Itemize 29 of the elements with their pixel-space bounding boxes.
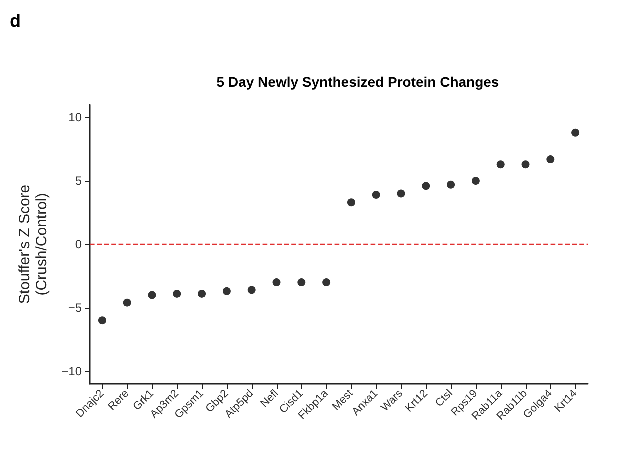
- point: [372, 191, 380, 200]
- point: [123, 298, 132, 307]
- y-tick-label: −5: [68, 300, 82, 315]
- point: [248, 286, 256, 294]
- x-tick-label: Nefl: [258, 388, 281, 410]
- point: [298, 278, 306, 287]
- point: [572, 128, 580, 137]
- point: [447, 180, 456, 189]
- point: [472, 177, 480, 186]
- y-axis-title: Stouffer's Z Score (Crush/Control): [16, 184, 51, 304]
- point: [272, 278, 281, 287]
- point: [496, 160, 505, 169]
- point: [148, 291, 156, 300]
- point: [222, 287, 231, 296]
- y-tick-label: 0: [75, 238, 82, 252]
- point: [347, 198, 356, 207]
- point: [322, 278, 331, 287]
- chart-title: 5 Day Newly Synthesized Protein Changes: [216, 74, 500, 90]
- y-tick-label: 5: [75, 174, 82, 188]
- point: [173, 290, 182, 298]
- point: [98, 316, 106, 325]
- point: [397, 190, 406, 198]
- text: d: [10, 11, 21, 31]
- y-tick-label: 10: [68, 110, 82, 125]
- y-tick-label: −10: [62, 364, 82, 378]
- point: [546, 156, 555, 164]
- point: [198, 290, 206, 298]
- point: [422, 182, 430, 190]
- point: [522, 160, 530, 169]
